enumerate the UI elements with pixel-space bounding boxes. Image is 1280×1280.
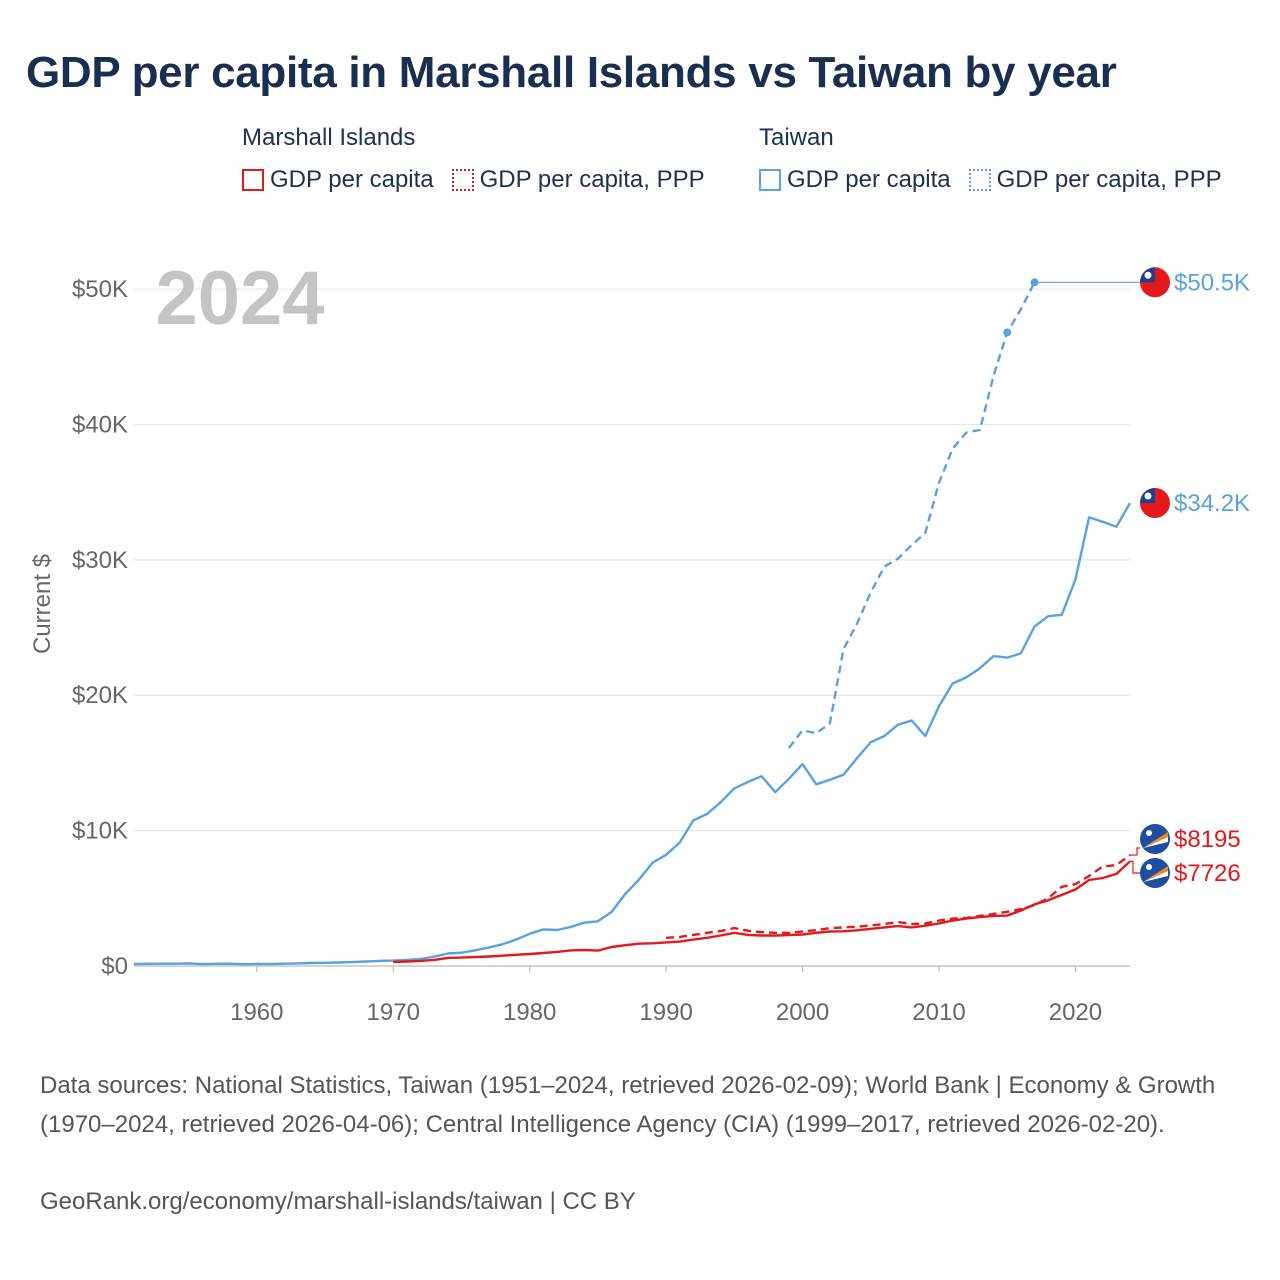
data-point[interactable] — [1003, 328, 1012, 337]
credit-link[interactable]: GeoRank.org/economy/marshall-islands/tai… — [40, 1188, 636, 1215]
y-tick-label: $20K — [72, 682, 128, 709]
x-tick-label: 2020 — [1049, 999, 1102, 1026]
taiwan-flag-icon — [1140, 267, 1170, 298]
marshall-islands-flag-icon — [1140, 824, 1170, 854]
legend-item-tw-gdp[interactable]: GDP per capita — [759, 166, 951, 194]
x-tick-label: 2010 — [912, 999, 965, 1026]
y-tick-label: $30K — [72, 547, 128, 574]
legend-swatch-dotted — [968, 169, 991, 191]
series-line-1[interactable] — [787, 281, 1036, 749]
legend-label: GDP per capita, PPP — [479, 166, 705, 193]
x-tick-label: 1990 — [639, 999, 692, 1026]
y-tick-label: $50K — [72, 276, 128, 303]
legend-swatch-solid — [759, 169, 781, 191]
legend-swatch-solid — [242, 169, 264, 191]
legend-label: GDP per capita, PPP — [996, 166, 1222, 193]
y-tick-label: $40K — [72, 411, 128, 438]
x-tick-label: 1980 — [503, 999, 556, 1026]
legend-item-mi-gdp-ppp[interactable]: GDP per capita, PPP — [451, 166, 705, 194]
end-labels: $34.2K $50.5K $8195 $7726 — [1130, 267, 1250, 888]
legend-heading: Taiwan — [759, 124, 834, 151]
gridlines — [134, 288, 1130, 967]
legend-label: GDP per capita — [787, 166, 951, 193]
x-tick-label: 1960 — [230, 999, 283, 1026]
end-label: $50.5K — [1174, 269, 1250, 296]
page-title: GDP per capita in Marshall Islands vs Ta… — [26, 48, 1117, 97]
y-axis-ticks: $0 $10K $20K $30K $40K $50K — [72, 276, 128, 980]
year-watermark: 2024 — [155, 256, 324, 341]
x-tick-label: 1970 — [367, 999, 420, 1026]
x-tick-label: 2000 — [776, 999, 829, 1026]
legend-group-taiwan: Taiwan GDP per capita GDP per capita, PP… — [759, 124, 1222, 194]
series-line-3[interactable] — [666, 854, 1131, 939]
y-tick-label: $0 — [101, 953, 128, 980]
series-lines — [133, 278, 1148, 966]
legend-item-tw-gdp-ppp[interactable]: GDP per capita, PPP — [968, 166, 1222, 194]
marshall-islands-flag-icon — [1140, 858, 1170, 888]
line-chart: 2024 $0 $10K $20K $30K $40K $50K 1960 1970 1980… — [29, 256, 1250, 1026]
legend-heading: Marshall Islands — [242, 124, 416, 151]
legend-group-marshall-islands: Marshall Islands GDP per capita GDP per … — [242, 124, 705, 194]
data-sources: Data sources: National Statistics, Taiwa… — [40, 1072, 1216, 1138]
series-line-2[interactable] — [393, 860, 1131, 964]
y-axis-label: Current $ — [29, 554, 56, 654]
end-label: $34.2K — [1174, 490, 1250, 517]
end-label: $8195 — [1174, 826, 1241, 853]
end-label: $7726 — [1174, 860, 1241, 887]
series-line-0[interactable] — [133, 502, 1132, 966]
leader-line — [1130, 847, 1140, 856]
legend-label: GDP per capita — [270, 166, 434, 193]
y-tick-label: $10K — [72, 818, 128, 845]
legend-swatch-dotted — [451, 169, 474, 191]
legend-item-mi-gdp[interactable]: GDP per capita — [242, 166, 434, 194]
taiwan-flag-icon — [1140, 487, 1170, 518]
leader-line — [1130, 860, 1140, 874]
x-axis-ticks: 1960 1970 1980 1990 2000 2010 2020 — [230, 966, 1102, 1026]
